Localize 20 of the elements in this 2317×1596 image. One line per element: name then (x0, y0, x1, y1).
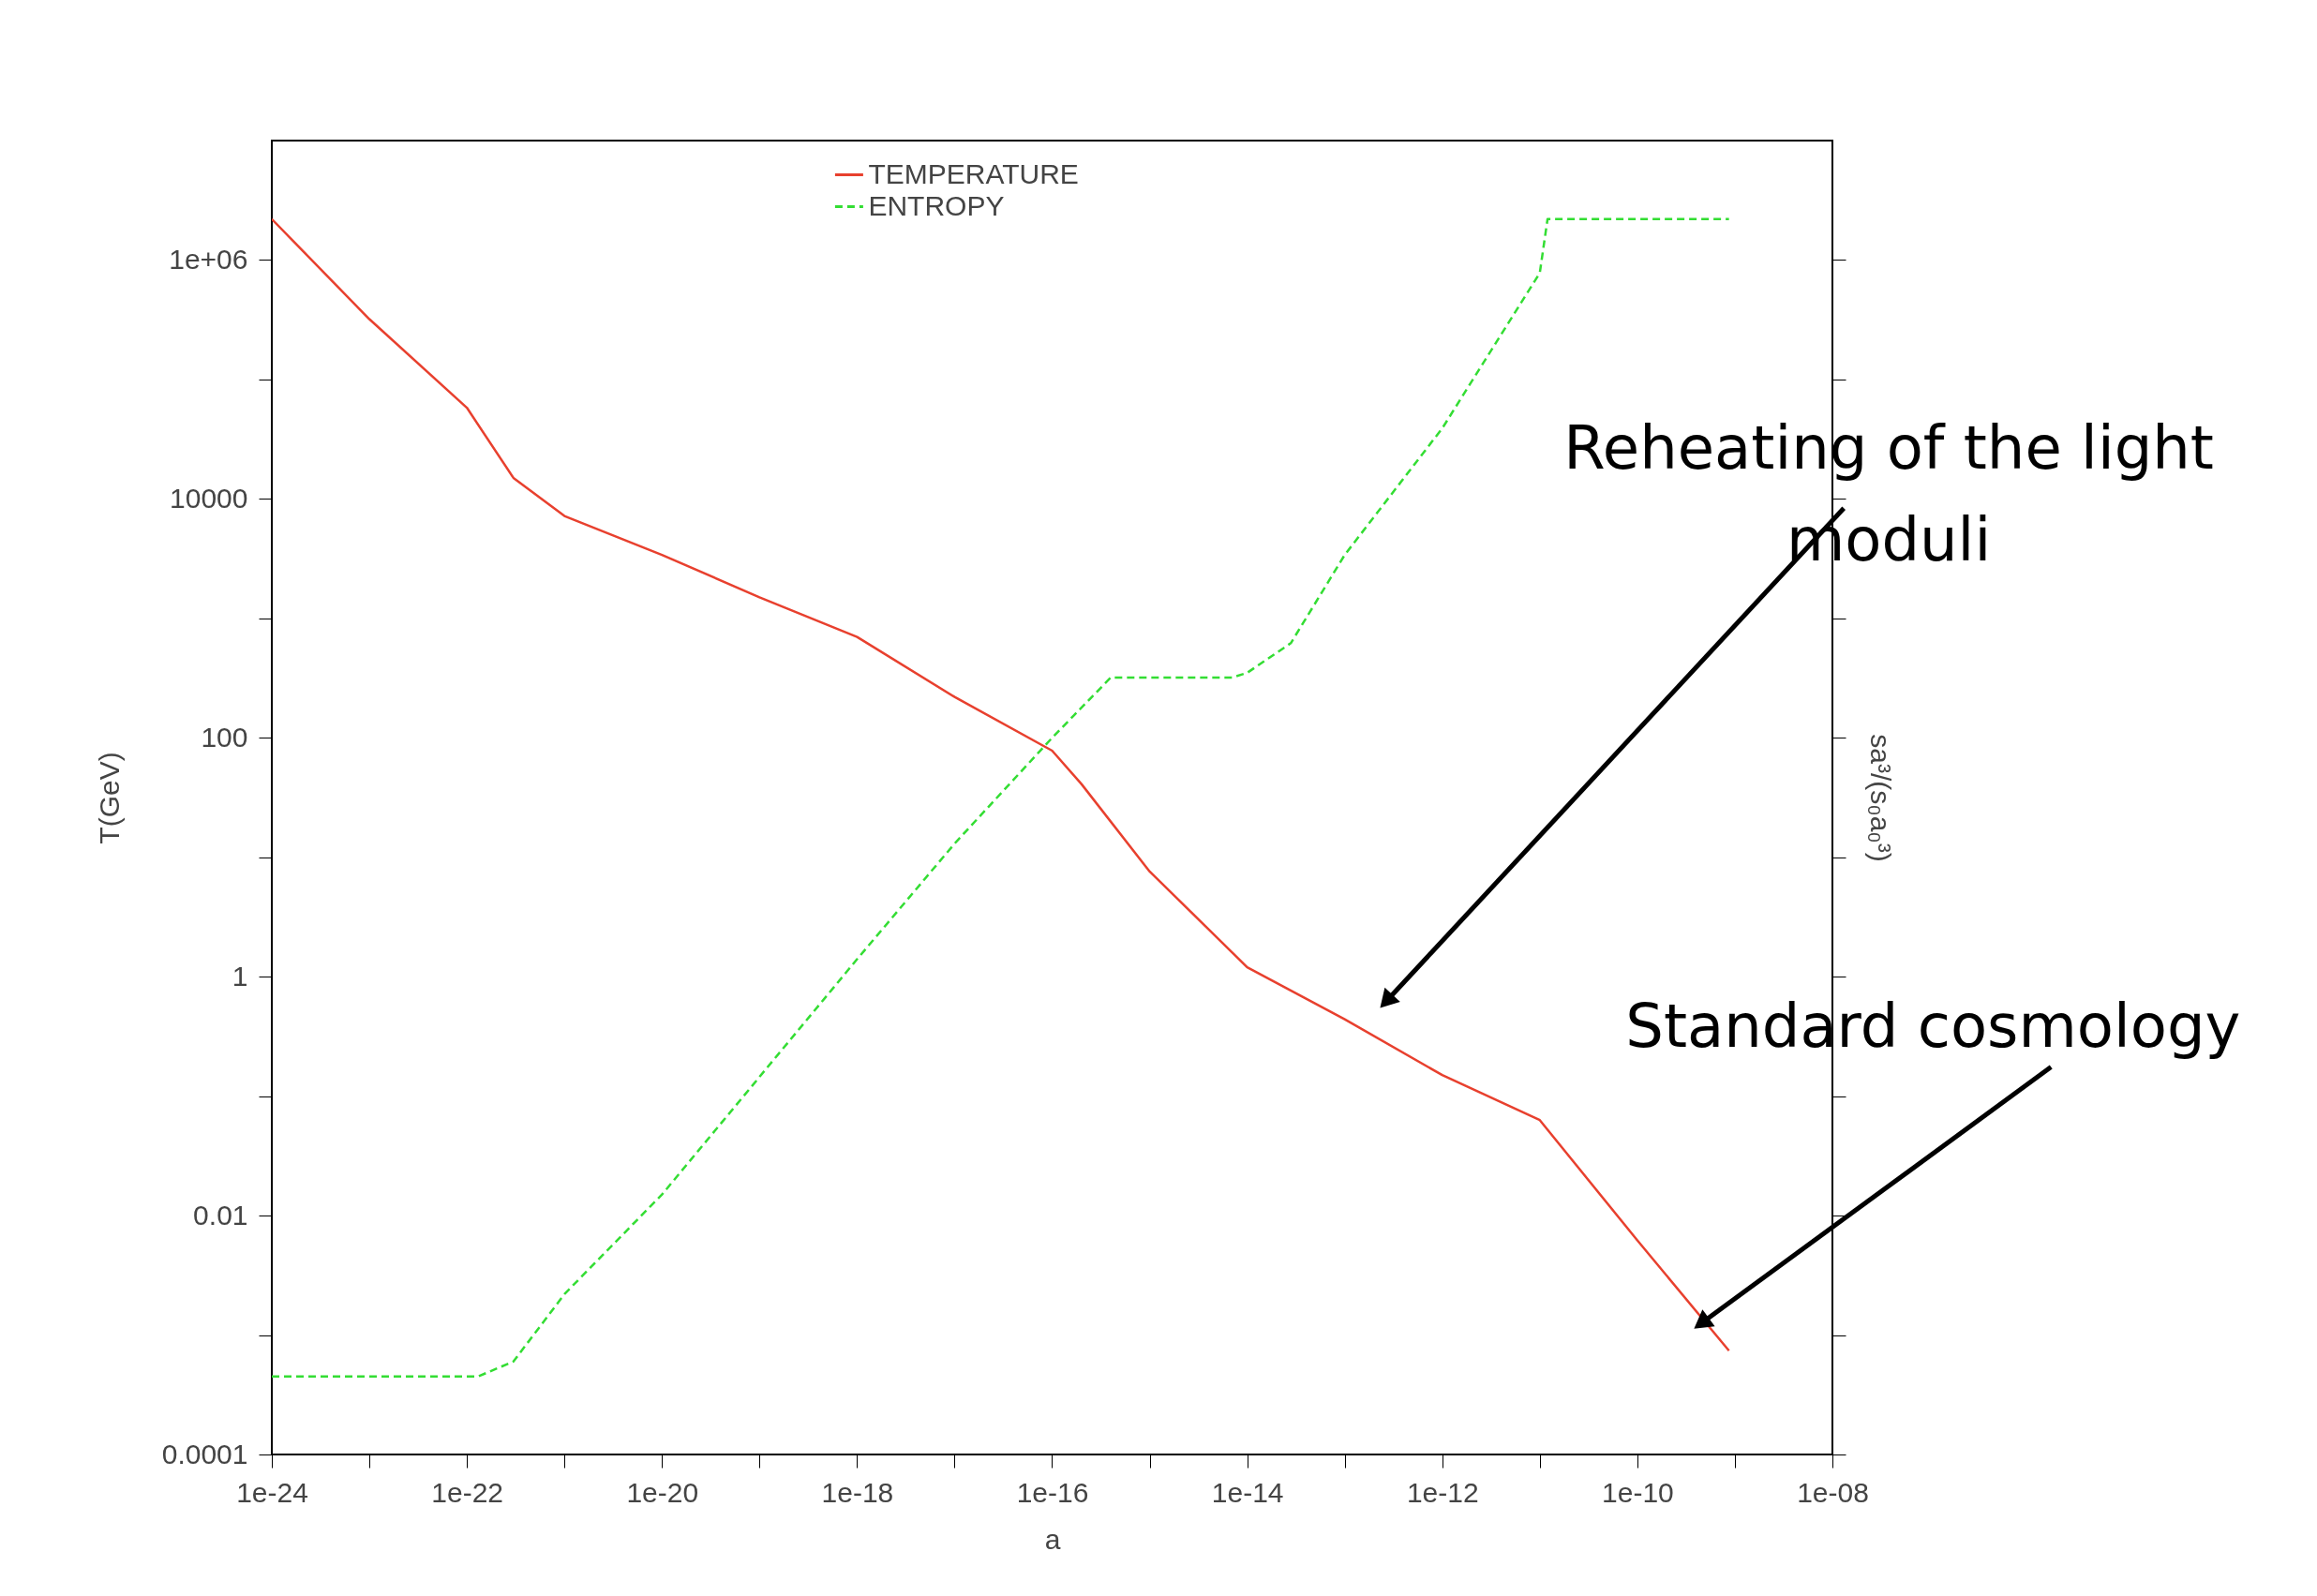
x-tick-label: 1e-22 (431, 1476, 503, 1508)
y-tick-label: 0.0001 (161, 1438, 248, 1469)
x-tick-label: 1e-24 (236, 1476, 308, 1508)
x-tick-label: 1e-14 (1211, 1476, 1284, 1508)
x-tick-label: 1e-12 (1406, 1476, 1479, 1508)
y2-axis-title: sa³/(s₀a₀³) (1865, 734, 1896, 862)
y-tick-label: 100 (201, 721, 248, 753)
y-tick-label: 1 (232, 960, 248, 992)
x-tick-label: 1e-08 (1797, 1476, 1869, 1508)
y-tick-label: 10000 (170, 482, 248, 514)
legend-label: ENTROPY (868, 189, 1005, 221)
x-tick-label: 1e-10 (1602, 1476, 1674, 1508)
x-tick-label: 1e-20 (626, 1476, 699, 1508)
legend-label: TEMPERATURE (868, 157, 1079, 189)
y-axis-title: T(GeV) (93, 752, 125, 844)
y-tick-label: 1e+06 (169, 243, 248, 275)
y-tick-label: 0.01 (193, 1199, 248, 1231)
x-tick-label: 1e-16 (1016, 1476, 1089, 1508)
x-tick-label: 1e-18 (821, 1476, 894, 1508)
x-axis-title: a (1044, 1523, 1061, 1555)
